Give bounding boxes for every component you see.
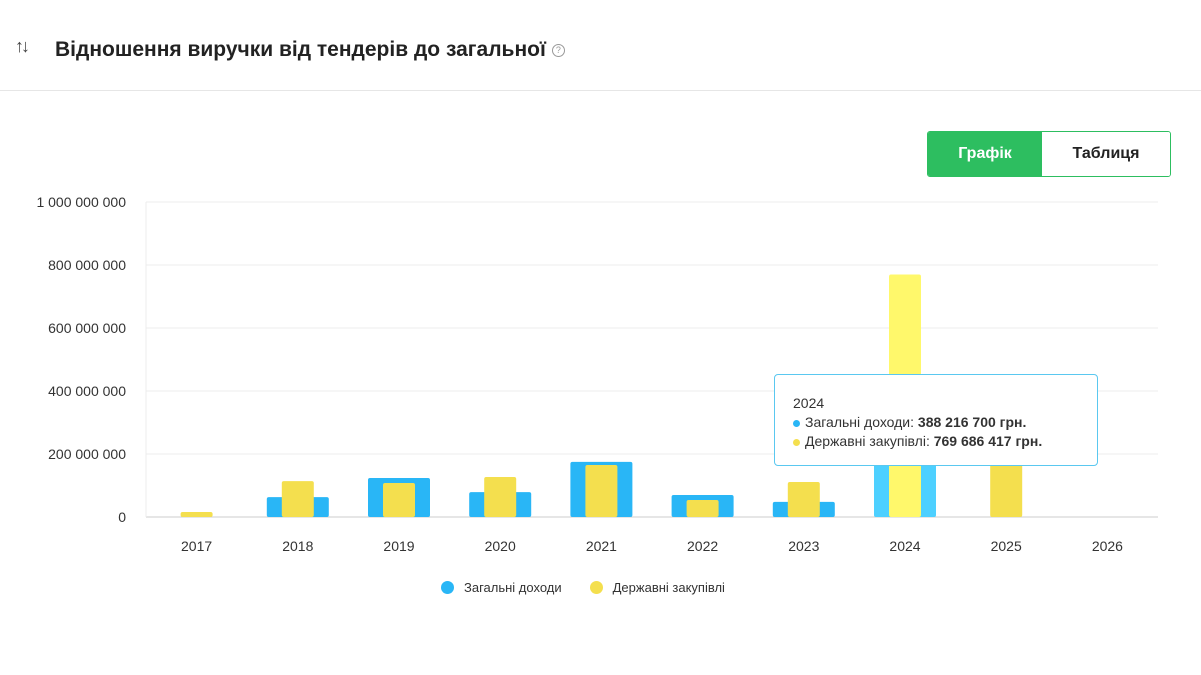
legend-label: Державні закупівлі: [612, 580, 725, 595]
x-tick-label: 2018: [282, 538, 313, 554]
table-view-button[interactable]: Таблиця: [1042, 132, 1170, 176]
bar-tenders-2019[interactable]: [383, 482, 415, 517]
tooltip-tenders-label: Державні закупівлі:: [805, 433, 934, 449]
chart-tooltip: 2024 Загальні доходи: 388 216 700 грн. Д…: [774, 374, 1098, 466]
legend-dot-icon: [441, 581, 454, 594]
x-tick-label: 2026: [1092, 538, 1123, 554]
legend-dot-icon: [589, 581, 603, 594]
tenders-dot-icon: [793, 438, 800, 446]
total-dot-icon: [793, 419, 800, 427]
legend-item-total[interactable]: Загальні доходи: [441, 580, 562, 595]
bar-tenders-2022[interactable]: [686, 499, 719, 517]
tooltip-year: 2024: [793, 395, 825, 411]
y-tick-label: 400 000 000: [48, 383, 126, 399]
sort-arrows-icon[interactable]: ↑↓: [15, 36, 30, 56]
tooltip-tenders-value: 769 686 417 грн.: [933, 433, 1043, 449]
title-text: Відношення виручки від тендерів до загал…: [55, 38, 546, 61]
x-tick-label: 2020: [485, 538, 516, 554]
chart-legend: Загальні доходи Державні закупівлі: [441, 580, 725, 595]
page-title: Відношення виручки від тендерів до загал…: [55, 38, 565, 62]
x-tick-label: 2022: [687, 538, 718, 554]
tooltip-total-row: Загальні доходи: 388 216 700 грн.: [793, 413, 1097, 432]
legend-item-tenders[interactable]: Державні закупівлі: [589, 580, 725, 595]
x-tick-label: 2025: [991, 538, 1022, 554]
bar-tenders-2017[interactable]: [180, 511, 213, 517]
y-tick-label: 0: [118, 509, 126, 525]
bar-tenders-2021[interactable]: [585, 465, 618, 517]
view-toggle: Графік Таблиця: [927, 131, 1171, 177]
tooltip-total-value: 388 216 700 грн.: [917, 414, 1027, 430]
x-tick-label: 2017: [181, 538, 212, 554]
header: ↑↓ Відношення виручки від тендерів до за…: [0, 0, 1201, 91]
tooltip-tenders-row: Державні закупівлі: 769 686 417 грн.: [793, 432, 1097, 451]
y-tick-label: 600 000 000: [48, 320, 126, 336]
bar-tenders-2023[interactable]: [787, 482, 820, 517]
legend-label: Загальні доходи: [464, 580, 562, 595]
x-tick-label: 2023: [788, 538, 819, 554]
x-tick-label: 2019: [383, 538, 414, 554]
tooltip-total-label: Загальні доходи:: [805, 414, 918, 430]
bar-tenders-2025[interactable]: [990, 454, 1023, 517]
bar-tenders-2020[interactable]: [484, 476, 517, 517]
bar-tenders-2018[interactable]: [281, 481, 314, 517]
y-tick-label: 200 000 000: [48, 446, 126, 462]
x-tick-label: 2021: [586, 538, 617, 554]
question-circle-icon[interactable]: ?: [551, 43, 565, 57]
x-tick-label: 2024: [889, 538, 920, 554]
y-tick-label: 800 000 000: [48, 257, 126, 273]
chart-view-button[interactable]: Графік: [928, 132, 1042, 176]
y-tick-label: 1 000 000 000: [36, 194, 126, 210]
